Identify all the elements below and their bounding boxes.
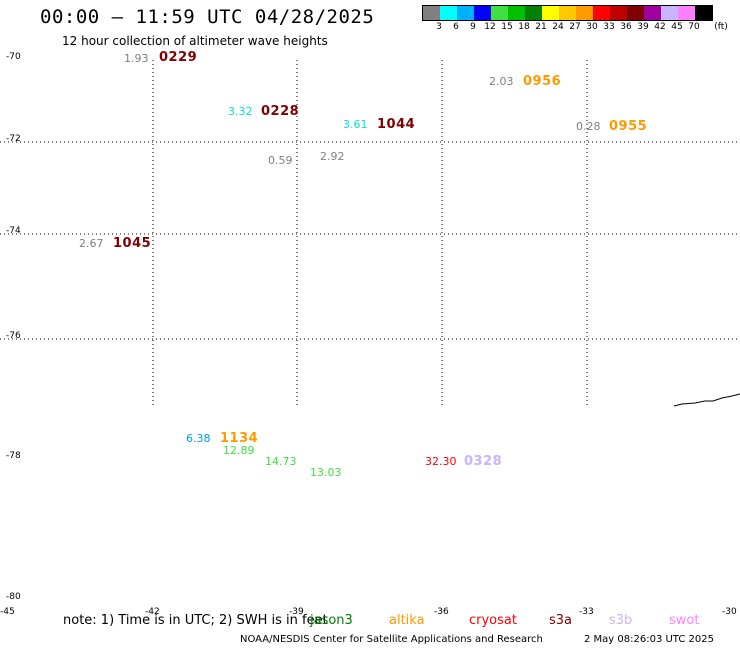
wave-height-label: 0.28 xyxy=(576,120,601,133)
pass-time-label: 0328 xyxy=(464,454,503,469)
lat-label: -80 xyxy=(6,592,21,602)
wave-height-label: 2.67 xyxy=(79,237,104,250)
color-swatch xyxy=(661,6,678,20)
lon-label: -39 xyxy=(289,607,304,617)
lat-label: -76 xyxy=(6,331,21,341)
color-scale-unit: (ft) xyxy=(714,22,728,32)
color-swatch xyxy=(440,6,457,20)
color-scale-label: 42 xyxy=(654,22,666,32)
legend-altika: altika xyxy=(389,613,425,628)
wave-height-label: 3.61 xyxy=(343,118,368,131)
generation-date: 2 May 08:26:03 UTC 2025 xyxy=(584,634,714,645)
legend-cryosat: cryosat xyxy=(469,613,517,628)
color-swatch xyxy=(695,6,712,20)
legend-swot: swot xyxy=(669,613,700,628)
color-scale-bar xyxy=(422,5,713,21)
color-scale-label: 6 xyxy=(453,22,459,32)
color-scale-label: 24 xyxy=(552,22,564,32)
pass-time-label: 0229 xyxy=(159,50,198,65)
color-swatch xyxy=(644,6,661,20)
color-scale-label: 18 xyxy=(518,22,530,32)
color-swatch xyxy=(576,6,593,20)
credit-text: NOAA/NESDIS Center for Satellite Applica… xyxy=(240,634,543,645)
map-title: 00:00 – 11:59 UTC 04/28/2025 xyxy=(40,6,375,28)
color-scale-label: 30 xyxy=(586,22,598,32)
color-scale-label: 15 xyxy=(501,22,513,32)
wave-height-label: 12.89 xyxy=(223,444,255,457)
color-swatch xyxy=(525,6,542,20)
color-swatch xyxy=(678,6,695,20)
pass-time-label: 1044 xyxy=(377,117,416,132)
color-swatch xyxy=(457,6,474,20)
color-scale-label: 36 xyxy=(620,22,632,32)
color-swatch xyxy=(610,6,627,20)
pass-time-label: 1045 xyxy=(113,236,152,251)
pass-time-label: 0955 xyxy=(609,119,648,134)
color-swatch xyxy=(559,6,576,20)
pass-time-label: 1134 xyxy=(220,431,259,446)
pass-time-label: 0228 xyxy=(261,104,300,119)
color-swatch xyxy=(593,6,610,20)
color-scale-label: 33 xyxy=(603,22,615,32)
wave-height-label: 3.32 xyxy=(228,105,253,118)
color-swatch xyxy=(423,6,440,20)
color-scale-label: 21 xyxy=(535,22,547,32)
legend-s3a: s3a xyxy=(549,613,573,628)
color-swatch xyxy=(627,6,644,20)
color-swatch xyxy=(542,6,559,20)
lat-label: -70 xyxy=(6,52,21,62)
pass-time-label: 0956 xyxy=(523,74,562,89)
wave-height-label: 32.30 xyxy=(425,455,457,468)
color-swatch xyxy=(508,6,525,20)
color-swatch xyxy=(491,6,508,20)
color-scale-label: 27 xyxy=(569,22,581,32)
color-swatch xyxy=(474,6,491,20)
color-scale-label: 12 xyxy=(484,22,496,32)
lon-label: -45 xyxy=(0,607,15,617)
color-scale-label: 45 xyxy=(671,22,683,32)
wave-height-label: 0.59 xyxy=(268,154,293,167)
legend-s3b: s3b xyxy=(609,613,633,628)
color-scale-label: 70 xyxy=(688,22,700,32)
lon-label: -42 xyxy=(145,607,160,617)
footer-note: note: 1) Time is in UTC; 2) SWH is in fe… xyxy=(63,613,328,628)
wave-height-label: 2.92 xyxy=(320,150,345,163)
wave-height-label: 14.73 xyxy=(265,455,297,468)
lat-label: -78 xyxy=(6,451,21,461)
wave-height-label: 13.03 xyxy=(310,466,342,479)
coastline xyxy=(673,393,740,407)
lon-label: -30 xyxy=(722,607,737,617)
map-subtitle: 12 hour collection of altimeter wave hei… xyxy=(62,34,328,48)
color-scale-label: 39 xyxy=(637,22,649,32)
color-scale-label: 9 xyxy=(470,22,476,32)
wave-height-label: 1.93 xyxy=(124,52,149,65)
lon-label: -36 xyxy=(434,607,449,617)
wave-height-label: 2.03 xyxy=(489,75,514,88)
lat-label: -74 xyxy=(6,226,21,236)
legend-jason3: jason3 xyxy=(310,613,353,628)
lat-label: -72 xyxy=(6,134,21,144)
wave-height-label: 6.38 xyxy=(186,432,211,445)
color-scale-label: 3 xyxy=(436,22,442,32)
lon-label: -33 xyxy=(579,607,594,617)
